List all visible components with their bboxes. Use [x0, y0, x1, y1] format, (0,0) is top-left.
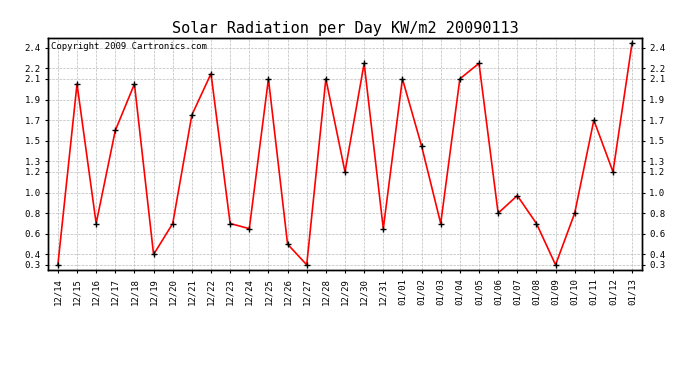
Text: Copyright 2009 Cartronics.com: Copyright 2009 Cartronics.com: [51, 42, 207, 51]
Title: Solar Radiation per Day KW/m2 20090113: Solar Radiation per Day KW/m2 20090113: [172, 21, 518, 36]
